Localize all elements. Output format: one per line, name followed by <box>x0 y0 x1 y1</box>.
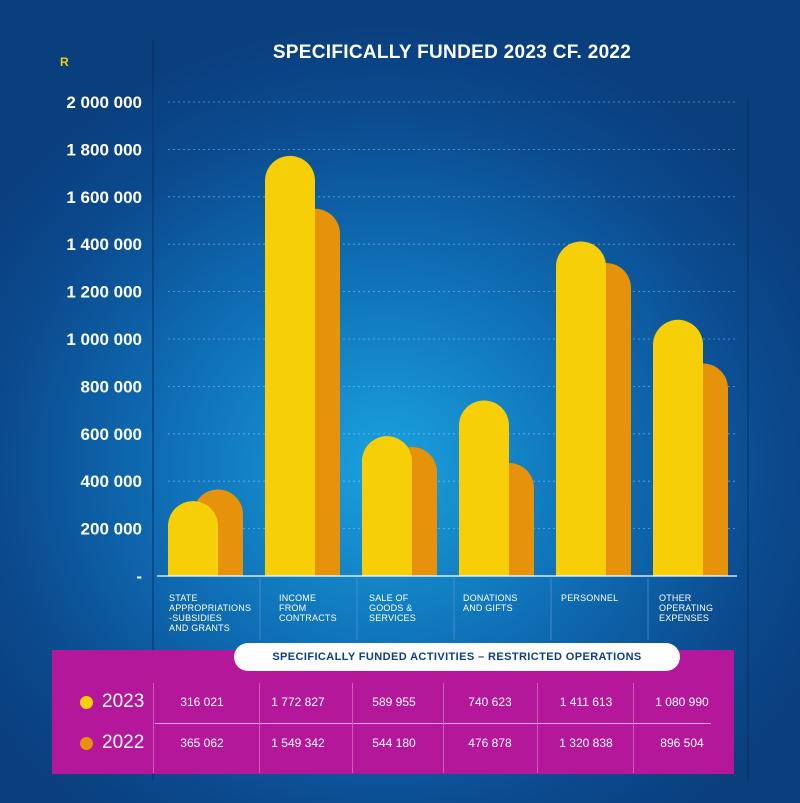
table-row-year: 2023 <box>102 691 145 712</box>
table-column-separator <box>537 683 538 773</box>
table-cell: 1 320 838 <box>559 736 613 750</box>
y-tick-label: 1 600 000 <box>66 188 142 207</box>
table-cell: 1 411 613 <box>559 695 613 709</box>
data-table-header: SPECIFICALLY FUNDED ACTIVITIES – RESTRIC… <box>234 643 680 671</box>
table-cell: 1 772 827 <box>271 695 325 709</box>
table-cell: 1 549 342 <box>271 736 325 750</box>
table-cell: 476 878 <box>468 736 512 750</box>
legend-dot-2023 <box>80 696 93 709</box>
table-column-separator <box>259 683 260 773</box>
table-column-separator <box>633 683 634 773</box>
table-cell: 365 062 <box>180 736 224 750</box>
y-tick-label: - <box>136 567 142 586</box>
table-column-separator <box>153 683 154 773</box>
table-row-2022: 2022 365 062 1 549 342 544 180 476 878 1… <box>52 724 734 764</box>
legend-dot-2022 <box>80 737 93 750</box>
x-category-label: INCOME FROM CONTRACTS <box>279 593 337 623</box>
table-column-separator <box>352 683 353 773</box>
y-tick-label: 200 000 <box>81 520 142 539</box>
table-cell: 544 180 <box>372 736 416 750</box>
y-tick-label: 800 000 <box>81 377 142 396</box>
bar-2023 <box>265 155 315 576</box>
bars <box>168 155 728 577</box>
category-separators <box>259 578 649 640</box>
chart-title: SPECIFICALLY FUNDED 2023 CF. 2022 <box>273 42 631 63</box>
y-axis-ticks: - 200 000 400 000 600 000 800 000 1 000 000 1 … <box>66 93 142 586</box>
bar-2023 <box>362 436 412 576</box>
grid-lines <box>168 101 735 529</box>
table-cell: 740 623 <box>468 695 512 709</box>
y-tick-label: 400 000 <box>81 472 142 491</box>
y-tick-label: 1 800 000 <box>66 140 142 159</box>
table-cell: 1 080 990 <box>655 695 709 709</box>
y-tick-label: 1 400 000 <box>66 235 142 254</box>
x-category-label: DONATIONS AND GIFTS <box>463 593 518 613</box>
x-category-label: OTHER OPERATING EXPENSES <box>659 593 713 623</box>
y-tick-label: 2 000 000 <box>66 93 142 112</box>
y-tick-label: 1 200 000 <box>66 283 142 302</box>
y-tick-label: 600 000 <box>81 425 142 444</box>
bar-2023 <box>556 241 606 577</box>
bar-2023 <box>458 400 509 576</box>
x-category-label: PERSONNEL <box>561 593 618 603</box>
x-category-label: STATE APPROPRIATIONS -SUBSIDIES AND GRANTS <box>169 593 251 633</box>
y-tick-label: 1 000 000 <box>66 330 142 349</box>
table-column-separator <box>443 683 444 773</box>
table-cell: 589 955 <box>372 695 416 709</box>
table-row-2023: 2023 316 021 1 772 827 589 955 740 623 1… <box>52 683 734 723</box>
x-axis-categories: STATE APPROPRIATIONS -SUBSIDIES AND GRANTS I… <box>169 593 713 633</box>
table-cell: 316 021 <box>180 695 224 709</box>
y-axis-unit-label: R <box>60 55 69 69</box>
table-row-separator <box>155 723 711 724</box>
table-cell: 896 504 <box>660 736 704 750</box>
table-row-year: 2022 <box>102 732 145 753</box>
bar-2023 <box>168 501 218 576</box>
x-category-label: SALE OF GOODS & SERVICES <box>369 593 416 623</box>
bar-2023 <box>653 319 703 576</box>
